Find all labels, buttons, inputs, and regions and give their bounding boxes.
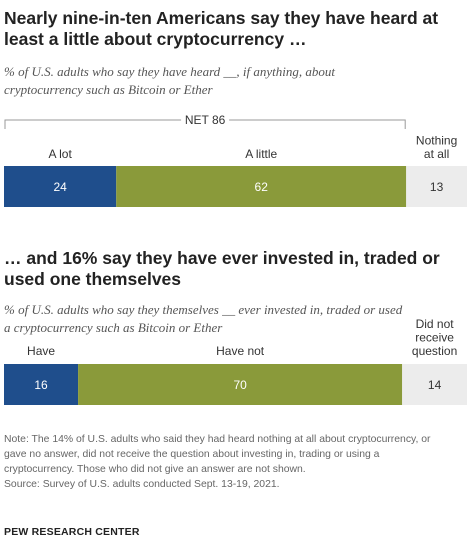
legend-label: Have xyxy=(27,344,55,358)
legend-label: A lot xyxy=(48,147,72,161)
chart2-subtitle: % of U.S. adults who say they themselves… xyxy=(4,302,403,335)
legend-label: receive xyxy=(415,331,454,345)
legend-label: Did not xyxy=(416,317,455,331)
chart2-title: … and 16% say they have ever invested in… xyxy=(4,248,440,289)
bar-have xyxy=(4,364,79,405)
data-label: 14 xyxy=(428,378,442,392)
chart1: 24 A lot 62 A little 13 Nothing at all NET 86 xyxy=(0,100,474,210)
bar-nothing-at-all xyxy=(406,166,467,207)
note-line: cryptocurrency. Those who did not give a… xyxy=(4,464,306,475)
pew-credit: PEW RESEARCH CENTER xyxy=(4,526,140,538)
bar-a-little xyxy=(116,166,407,207)
note: Note: The 14% of U.S. adults who said th… xyxy=(4,432,470,492)
bar-did-not-receive-question xyxy=(402,364,467,405)
bar-have-not xyxy=(78,364,403,405)
source-line: Source: Survey of U.S. adults conducted … xyxy=(4,479,280,490)
legend-label: Nothing xyxy=(416,134,457,148)
legend-label: Have not xyxy=(216,344,265,358)
legend-label: A little xyxy=(245,147,277,161)
bar-a-lot xyxy=(4,166,117,207)
data-label: 24 xyxy=(53,180,67,194)
data-label: 16 xyxy=(34,378,48,392)
note-line: gave no answer, did not receive the ques… xyxy=(4,449,380,460)
note-line: Note: The 14% of U.S. adults who said th… xyxy=(4,434,431,445)
data-label: 13 xyxy=(430,180,444,194)
data-label: 62 xyxy=(255,180,269,194)
chart2: 16 Have 70 Have not 14 Did not receive question xyxy=(0,317,474,414)
data-label: 70 xyxy=(233,378,247,392)
chart1-title: Nearly nine-in-ten Americans say they ha… xyxy=(4,8,439,49)
legend-label: question xyxy=(412,344,457,358)
net-bracket xyxy=(4,119,406,129)
net-label: NET 86 xyxy=(185,113,226,127)
chart1-subtitle: % of U.S. adults who say they have heard… xyxy=(4,64,335,97)
legend-label: at all xyxy=(424,147,449,161)
